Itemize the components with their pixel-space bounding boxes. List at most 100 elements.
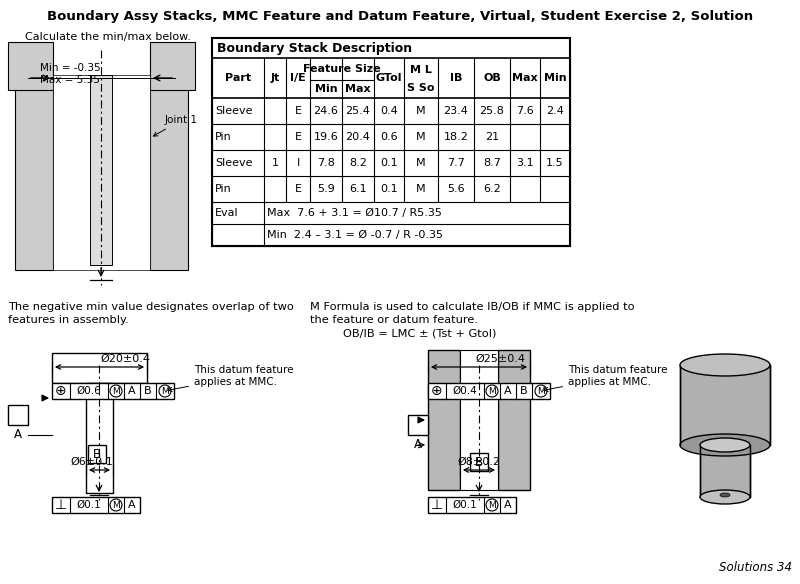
Text: Calculate the min/max below.: Calculate the min/max below. — [25, 32, 191, 42]
Bar — [428, 497, 516, 513]
Text: 1: 1 — [271, 158, 278, 168]
Text: Ø0.4: Ø0.4 — [453, 386, 478, 396]
Text: This datum feature
applies at MMC.: This datum feature applies at MMC. — [168, 365, 294, 391]
Text: GTol: GTol — [376, 73, 402, 83]
Text: M: M — [537, 387, 545, 395]
Text: Ø8±0.2: Ø8±0.2 — [458, 457, 501, 467]
Text: Boundary Assy Stacks, MMC Feature and Datum Feature, Virtual, Student Exercise 2: Boundary Assy Stacks, MMC Feature and Da… — [47, 10, 753, 23]
Text: 6.2: 6.2 — [483, 184, 501, 194]
Text: 25.8: 25.8 — [479, 106, 505, 116]
Bar — [460, 350, 498, 490]
Text: Max: Max — [512, 73, 538, 83]
Text: The negative min value designates overlap of two: The negative min value designates overla… — [8, 302, 294, 312]
Text: B: B — [144, 386, 152, 396]
Text: ⊕: ⊕ — [431, 384, 443, 398]
Text: Joint 1: Joint 1 — [154, 115, 198, 136]
Text: 18.2: 18.2 — [443, 132, 469, 142]
Text: 24.6: 24.6 — [314, 106, 338, 116]
Text: Solutions 34: Solutions 34 — [719, 561, 792, 574]
Text: A: A — [414, 439, 422, 451]
Text: M: M — [112, 387, 120, 395]
Text: Min = -0.35: Min = -0.35 — [40, 63, 101, 73]
Text: M: M — [416, 184, 426, 194]
Text: 1.5: 1.5 — [546, 158, 564, 168]
Text: I/E: I/E — [290, 73, 306, 83]
Text: B: B — [475, 456, 483, 468]
Text: A: A — [14, 429, 22, 442]
Text: M: M — [416, 106, 426, 116]
Text: E: E — [294, 106, 302, 116]
Bar — [8, 405, 28, 425]
Text: Sleeve: Sleeve — [215, 158, 253, 168]
Text: Min  2.4 – 3.1 = Ø -0.7 / R -0.35: Min 2.4 – 3.1 = Ø -0.7 / R -0.35 — [267, 230, 443, 240]
Text: M: M — [416, 158, 426, 168]
Text: A: A — [504, 386, 512, 396]
Text: IB: IB — [450, 73, 462, 83]
Text: M: M — [161, 387, 169, 395]
Text: M: M — [488, 500, 496, 509]
Bar — [52, 353, 147, 383]
Bar — [15, 75, 53, 270]
Text: 7.6: 7.6 — [516, 106, 534, 116]
Text: B: B — [520, 386, 528, 396]
Text: 6.1: 6.1 — [349, 184, 367, 194]
Bar — [498, 350, 530, 490]
Bar — [428, 350, 460, 490]
Text: features in assembly.: features in assembly. — [8, 315, 129, 325]
Text: OB: OB — [483, 73, 501, 83]
Bar — [470, 453, 488, 471]
Text: Ø0.6: Ø0.6 — [77, 386, 102, 396]
Text: A: A — [128, 386, 136, 396]
Text: 5.9: 5.9 — [317, 184, 335, 194]
Text: Max: Max — [345, 84, 371, 94]
Text: 5.6: 5.6 — [447, 184, 465, 194]
Text: 21: 21 — [485, 132, 499, 142]
Ellipse shape — [720, 493, 730, 497]
Text: ⊥: ⊥ — [55, 498, 67, 512]
Bar — [88, 445, 106, 463]
Text: Max  7.6 + 3.1 = Ø10.7 / R5.35: Max 7.6 + 3.1 = Ø10.7 / R5.35 — [267, 208, 442, 218]
Text: Boundary Stack Description: Boundary Stack Description — [217, 42, 412, 55]
Text: the feature or datum feature.: the feature or datum feature. — [310, 315, 478, 325]
Ellipse shape — [680, 434, 770, 456]
Text: 20.4: 20.4 — [346, 132, 370, 142]
Text: M: M — [112, 500, 120, 509]
Text: Min: Min — [544, 73, 566, 83]
Text: This datum feature
applies at MMC.: This datum feature applies at MMC. — [544, 365, 667, 391]
Bar — [212, 38, 570, 246]
Text: Eval: Eval — [215, 208, 238, 218]
Text: A: A — [128, 500, 136, 510]
Text: Min: Min — [314, 84, 338, 94]
Text: 23.4: 23.4 — [443, 106, 469, 116]
Bar — [53, 75, 150, 270]
Text: ⊥: ⊥ — [431, 498, 443, 512]
Bar — [86, 383, 113, 493]
Bar — [90, 75, 112, 265]
Text: 7.7: 7.7 — [447, 158, 465, 168]
Circle shape — [535, 385, 547, 397]
Text: A: A — [504, 500, 512, 510]
Text: Jt: Jt — [270, 73, 280, 83]
Text: M: M — [416, 132, 426, 142]
Text: B: B — [93, 447, 101, 461]
Text: Ø0.1: Ø0.1 — [77, 500, 102, 510]
Ellipse shape — [680, 354, 770, 376]
Bar — [680, 365, 770, 445]
Circle shape — [159, 385, 171, 397]
Text: Max = 5.35: Max = 5.35 — [40, 75, 100, 85]
Text: Ø6±0.1: Ø6±0.1 — [70, 457, 114, 467]
Circle shape — [486, 499, 498, 511]
Text: E: E — [294, 184, 302, 194]
Text: Ø0.1: Ø0.1 — [453, 500, 478, 510]
Text: 8.7: 8.7 — [483, 158, 501, 168]
Bar — [408, 415, 428, 435]
Text: E: E — [294, 132, 302, 142]
Text: Pin: Pin — [215, 184, 232, 194]
Text: 0.1: 0.1 — [380, 158, 398, 168]
Text: 25.4: 25.4 — [346, 106, 370, 116]
Text: Feature Size: Feature Size — [303, 64, 381, 74]
Text: Ø20±0.4: Ø20±0.4 — [100, 354, 150, 364]
Text: 0.6: 0.6 — [380, 132, 398, 142]
Text: 0.1: 0.1 — [380, 184, 398, 194]
Text: Pin: Pin — [215, 132, 232, 142]
